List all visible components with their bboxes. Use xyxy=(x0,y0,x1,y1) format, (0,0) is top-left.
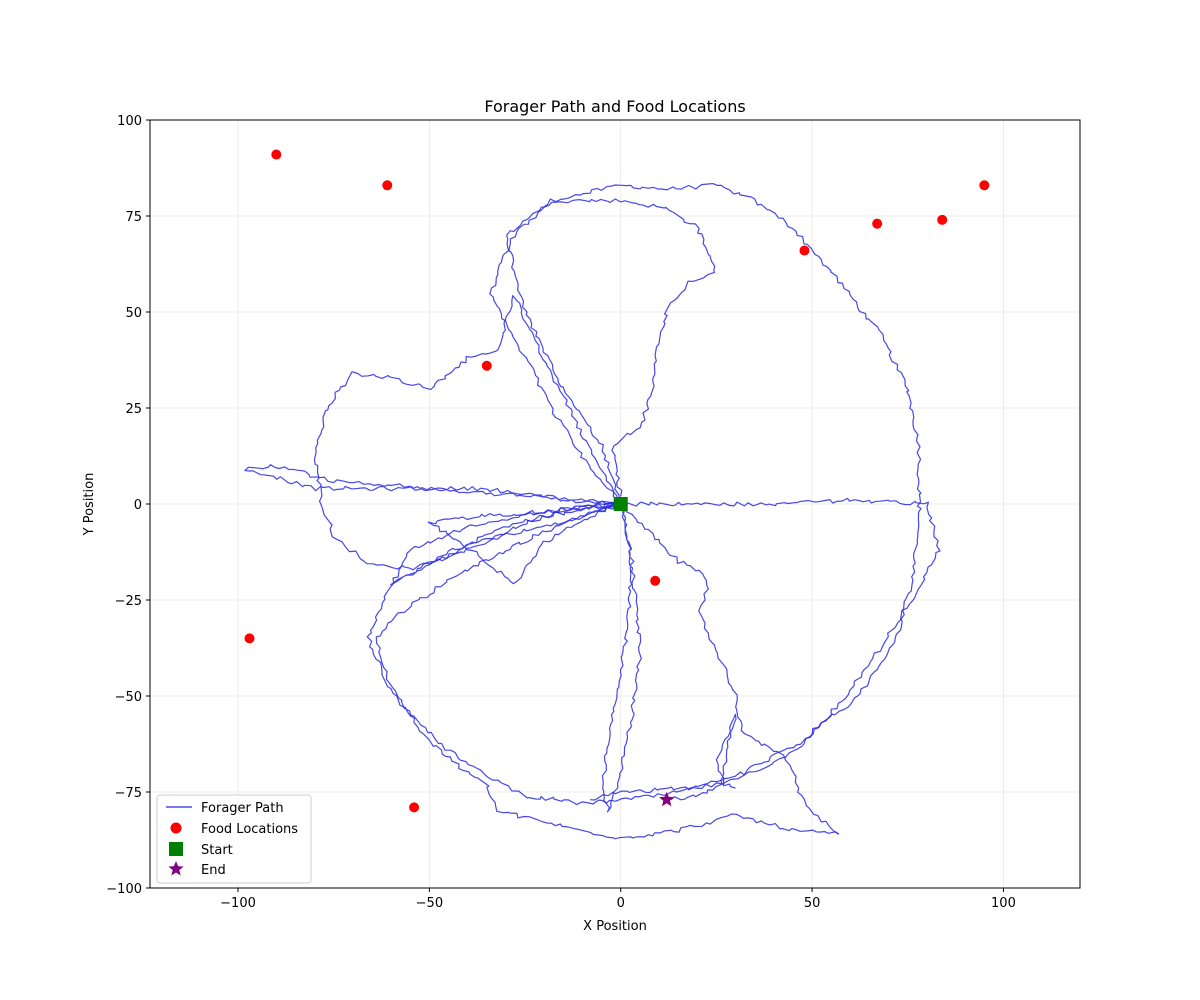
food-point xyxy=(872,218,883,229)
forager-path-segment xyxy=(506,183,922,801)
food-locations xyxy=(244,149,990,813)
x-tick-label: −100 xyxy=(220,896,256,911)
chart-title: Forager Path and Food Locations xyxy=(484,97,745,116)
forager-path-segment xyxy=(313,295,622,571)
legend-box xyxy=(156,794,312,884)
forager-path-segment xyxy=(489,198,716,505)
y-tick-label: −75 xyxy=(115,786,142,801)
legend-label-start: Start xyxy=(201,843,233,858)
food-point xyxy=(650,575,661,586)
y-axis-label: Y Position xyxy=(82,473,97,537)
y-tick-label: 25 xyxy=(125,402,142,417)
end-marker xyxy=(659,791,675,807)
forager-path-segment xyxy=(366,502,840,840)
forager-path-segment xyxy=(375,497,941,806)
food-point xyxy=(271,149,282,160)
legend-end-swatch xyxy=(168,861,184,876)
forager-path-segment xyxy=(620,503,840,835)
food-point xyxy=(481,360,492,371)
forager-path-segment xyxy=(601,503,642,813)
x-tick-label: 100 xyxy=(991,896,1016,911)
food-point xyxy=(409,802,420,813)
y-tick-label: 50 xyxy=(125,306,142,321)
legend-label-food: Food Locations xyxy=(201,822,298,837)
forager-path-segment xyxy=(427,502,621,585)
food-point xyxy=(979,180,990,191)
legend-start-swatch xyxy=(169,842,183,856)
x-axis-label: X Position xyxy=(583,919,647,934)
y-tick-label: −25 xyxy=(115,594,142,609)
start-end-markers xyxy=(613,497,675,807)
forager-path-segment xyxy=(666,713,737,801)
y-tick-label: −100 xyxy=(106,882,142,897)
forager-path-segment xyxy=(244,464,621,507)
food-point xyxy=(799,245,810,256)
forager-path xyxy=(244,183,941,840)
food-point xyxy=(382,180,393,191)
y-tick-label: 0 xyxy=(134,498,142,513)
y-tick-label: 100 xyxy=(117,114,142,129)
start-marker xyxy=(613,497,628,511)
y-axis-ticks: −100 −75 −50 −25 0 25 50 75 100 xyxy=(106,114,150,897)
x-tick-label: 0 xyxy=(617,896,625,911)
x-axis-ticks: −100 −50 0 50 100 xyxy=(220,888,1016,911)
x-tick-label: −50 xyxy=(416,896,443,911)
legend-food-swatch xyxy=(170,822,182,834)
y-tick-label: −50 xyxy=(115,690,142,705)
legend-label-end: End xyxy=(201,863,226,878)
food-point xyxy=(937,214,948,225)
y-tick-label: 75 xyxy=(125,210,142,225)
legend-label-path: Forager Path xyxy=(201,801,284,816)
x-tick-label: 50 xyxy=(804,896,821,911)
forager-path-segment xyxy=(390,502,621,586)
food-point xyxy=(244,633,255,644)
legend: Forager Path Food Locations Start End xyxy=(156,794,312,884)
